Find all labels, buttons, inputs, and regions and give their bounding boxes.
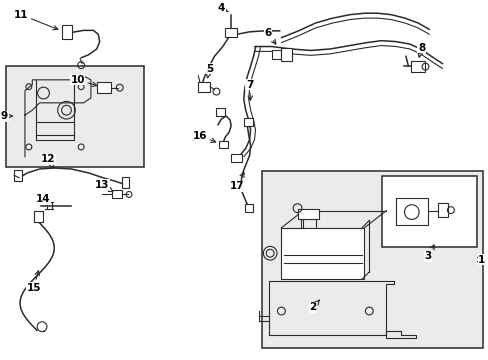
- Text: 17: 17: [230, 172, 244, 191]
- Bar: [410, 61, 424, 72]
- Text: 5: 5: [205, 64, 213, 78]
- Bar: [61, 26, 72, 39]
- Bar: [262, 171, 482, 348]
- Bar: [6, 66, 144, 167]
- Bar: [14, 170, 22, 181]
- Bar: [271, 50, 281, 59]
- Text: 15: 15: [26, 271, 41, 293]
- Text: 9: 9: [1, 111, 12, 121]
- Bar: [122, 177, 129, 188]
- Bar: [298, 209, 318, 219]
- Text: 8: 8: [417, 42, 425, 57]
- Bar: [244, 118, 252, 126]
- Text: 3: 3: [424, 245, 433, 261]
- Bar: [437, 203, 447, 217]
- Text: 11: 11: [14, 10, 58, 30]
- Bar: [231, 154, 242, 162]
- Text: 7: 7: [245, 80, 253, 100]
- Text: 16: 16: [192, 131, 215, 143]
- Bar: [381, 176, 476, 247]
- Bar: [219, 140, 228, 148]
- Bar: [216, 108, 225, 116]
- Bar: [225, 28, 237, 37]
- Bar: [198, 82, 210, 91]
- Bar: [281, 49, 291, 61]
- Text: 1: 1: [476, 255, 484, 265]
- Text: 2: 2: [309, 300, 319, 312]
- Bar: [97, 82, 111, 93]
- Text: 14: 14: [36, 194, 51, 204]
- Text: 6: 6: [264, 28, 275, 44]
- Bar: [112, 190, 122, 198]
- Text: 10: 10: [70, 75, 97, 86]
- Text: 4: 4: [217, 3, 227, 13]
- Bar: [244, 204, 252, 212]
- Bar: [281, 228, 364, 279]
- Text: 13: 13: [95, 180, 113, 192]
- Bar: [395, 198, 427, 225]
- Bar: [34, 211, 42, 222]
- Text: 12: 12: [41, 154, 56, 168]
